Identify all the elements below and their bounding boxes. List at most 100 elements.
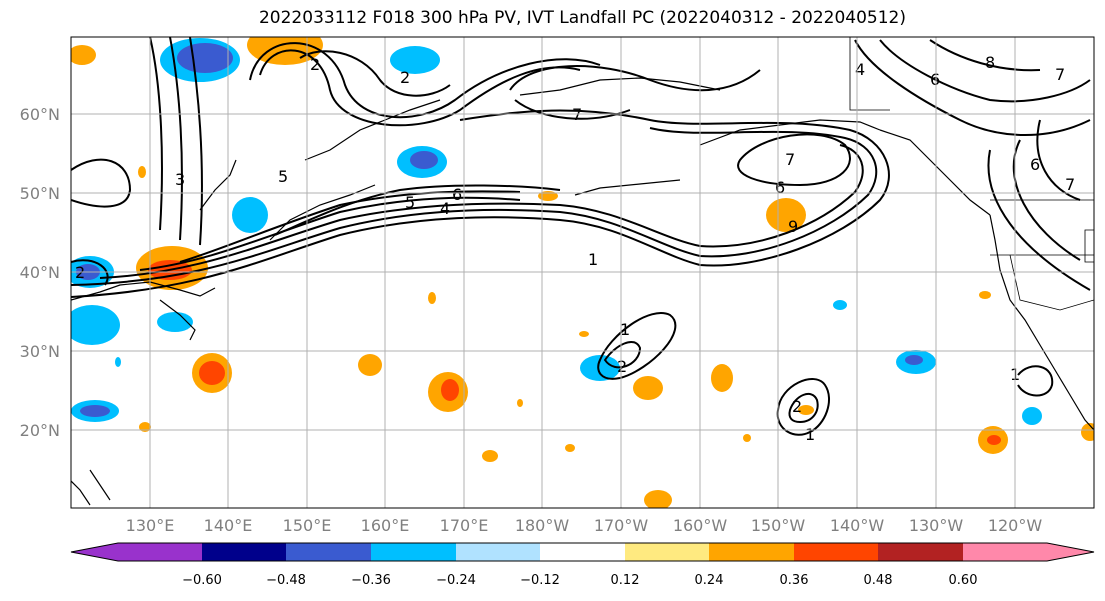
contour-label: 1 — [620, 320, 630, 339]
shade-positive — [579, 331, 589, 337]
shade-positive — [441, 379, 459, 401]
contour-line — [71, 127, 878, 286]
shade-negative — [905, 355, 923, 365]
contour-label: 2 — [310, 55, 320, 74]
lat-label: 20°N — [20, 421, 60, 440]
pv-shading — [71, 37, 1094, 508]
map-title: 2022033112 F018 300 hPa PV, IVT Landfall… — [258, 8, 906, 28]
lon-label: 160°W — [673, 516, 728, 535]
pv-contours — [71, 37, 1091, 436]
contour-label: 6 — [452, 185, 462, 204]
colorbar-segment — [963, 543, 1047, 561]
shade-positive — [71, 45, 96, 65]
shade-positive — [517, 399, 523, 407]
shade-negative — [390, 46, 440, 74]
coastline — [304, 99, 441, 161]
shade-positive — [766, 198, 806, 232]
coastlines — [71, 77, 1094, 506]
contour-label: 8 — [985, 53, 995, 72]
lat-label: 50°N — [20, 184, 60, 203]
shade-positive — [138, 166, 146, 178]
graticule — [71, 37, 1094, 508]
contour-line — [189, 37, 203, 246]
contour-label: 2 — [400, 68, 410, 87]
lat-label: 60°N — [20, 105, 60, 124]
contour-line — [299, 50, 451, 97]
colorbar-tick-label: 0.12 — [611, 573, 640, 588]
map-panel: 5 4 6 6 7 1 2 1 2 5 3 7 4 6 7 8 7 6 1 9 — [70, 36, 1095, 509]
contour-label: 4 — [855, 60, 865, 79]
lon-label: 130°W — [909, 516, 964, 535]
contour-line — [854, 39, 1091, 136]
shade-negative — [80, 405, 110, 417]
shade-positive — [633, 376, 663, 400]
contour-line — [737, 133, 851, 187]
contour-line — [1017, 365, 1054, 397]
shade-positive — [428, 292, 436, 304]
contour-line — [71, 259, 109, 286]
lat-label: 40°N — [20, 263, 60, 282]
shade-positive — [199, 361, 225, 385]
shade-negative — [1022, 407, 1042, 425]
shade-positive — [1081, 423, 1094, 441]
shade-positive — [644, 490, 672, 508]
shade-negative — [71, 305, 120, 345]
lon-label: 150°E — [283, 516, 332, 535]
colorbar-outline — [70, 542, 1095, 562]
contour-line — [788, 392, 819, 424]
shade-negative — [177, 43, 233, 73]
contour-label: 1 — [805, 425, 815, 444]
contour-label: 3 — [175, 170, 185, 189]
coastline — [199, 159, 237, 211]
contour-label: 7 — [1055, 65, 1065, 84]
colorbar-tick-label: −0.24 — [436, 573, 476, 588]
contour-line — [71, 109, 890, 298]
coastline — [879, 129, 991, 216]
lat-labels: 60°N 50°N 40°N 30°N 20°N — [20, 105, 60, 440]
colorbar-segment — [371, 543, 456, 561]
contour-label: 1 — [588, 250, 598, 269]
colorbar-tick-label: 0.36 — [780, 573, 809, 588]
colorbar-tick-label: −0.60 — [182, 573, 222, 588]
contour-line — [1036, 119, 1081, 201]
contour-line — [71, 158, 132, 208]
shade-positive — [979, 291, 991, 299]
contour-label: 2 — [617, 357, 627, 376]
contour-line — [509, 65, 761, 92]
contour-label: 2 — [792, 397, 802, 416]
colorbar-tick-label: −0.48 — [266, 573, 306, 588]
contour-label: 9 — [788, 217, 798, 236]
colorbar-segment — [540, 543, 625, 561]
shade-positive — [565, 444, 575, 452]
colorbar-segment — [878, 543, 963, 561]
contour-line — [149, 37, 163, 231]
contour-label: 6 — [930, 70, 940, 89]
contour-line — [597, 312, 677, 380]
colorbar-segment — [286, 543, 371, 561]
contour-line — [99, 144, 864, 279]
contour-label: 6 — [1030, 155, 1040, 174]
lon-label: 140°W — [830, 516, 885, 535]
contour-line — [139, 196, 521, 271]
lat-label: 30°N — [20, 342, 60, 361]
contour-line — [776, 378, 830, 436]
contour-labels: 5 4 6 6 7 1 2 1 2 5 3 7 4 6 7 8 7 6 1 9 — [75, 53, 1075, 444]
lon-label: 180°W — [515, 516, 570, 535]
shade-positive — [798, 405, 814, 415]
coastline — [574, 179, 681, 196]
shade-positive — [711, 364, 733, 392]
border — [1084, 229, 1094, 263]
colorbar-tick-label: −0.12 — [520, 573, 560, 588]
colorbar-segment — [794, 543, 878, 561]
shade-negative — [157, 312, 193, 332]
coastline — [89, 469, 111, 501]
shade-negative — [115, 357, 121, 367]
colorbar-extend-min — [71, 543, 118, 561]
contour-label: 5 — [278, 167, 288, 186]
lon-label: 140°E — [204, 516, 253, 535]
colorbar-tick-label: −0.36 — [351, 573, 391, 588]
shade-negative — [232, 197, 268, 233]
lon-label: 170°W — [594, 516, 649, 535]
contour-line — [274, 184, 561, 236]
colorbar-segment — [456, 543, 540, 561]
